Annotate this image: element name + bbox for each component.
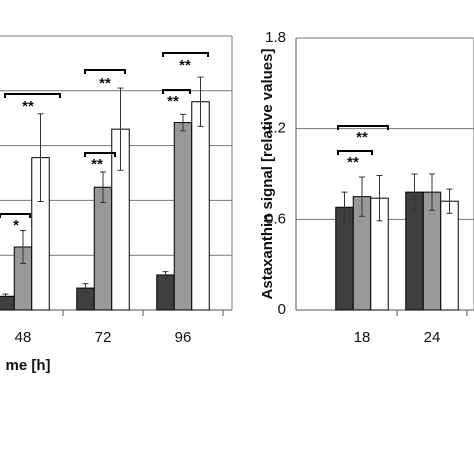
- bar: [156, 274, 175, 311]
- x-tick-label: 72: [95, 329, 112, 346]
- bar: [173, 122, 193, 311]
- annotation: **: [356, 129, 368, 146]
- annotation: **: [347, 154, 359, 171]
- annotation: **: [99, 75, 111, 92]
- x-axis-label: me [h]: [6, 357, 51, 374]
- significance-bracket: [337, 150, 373, 155]
- y-tick-label: 0.6: [265, 210, 286, 227]
- y-axis-label: Astaxanthin signal [relative values]: [259, 49, 276, 300]
- x-tick-label: 48: [15, 329, 32, 346]
- significance-bracket: [4, 93, 61, 98]
- significance-bracket: [162, 52, 209, 57]
- annotation: **: [91, 156, 103, 173]
- annotation: **: [22, 98, 34, 115]
- x-tick-label: 24: [424, 329, 441, 346]
- significance-bracket: [84, 69, 126, 74]
- bar: [440, 200, 459, 311]
- significance-bracket: [162, 89, 191, 94]
- bar: [93, 186, 113, 311]
- x-tick-label: 96: [175, 329, 192, 346]
- significance-bracket: [84, 152, 116, 157]
- bar: [191, 101, 210, 311]
- significance-bracket: [337, 125, 389, 130]
- significance-bracket: [0, 213, 31, 218]
- annotation: **: [179, 57, 191, 74]
- x-tick-label: 18: [354, 329, 371, 346]
- y-tick-label: 1.2: [265, 120, 286, 137]
- annotation: **: [167, 93, 179, 110]
- y-tick-label: 0: [278, 301, 286, 318]
- y-tick-label: 1.8: [265, 29, 286, 46]
- annotation: *: [13, 217, 19, 234]
